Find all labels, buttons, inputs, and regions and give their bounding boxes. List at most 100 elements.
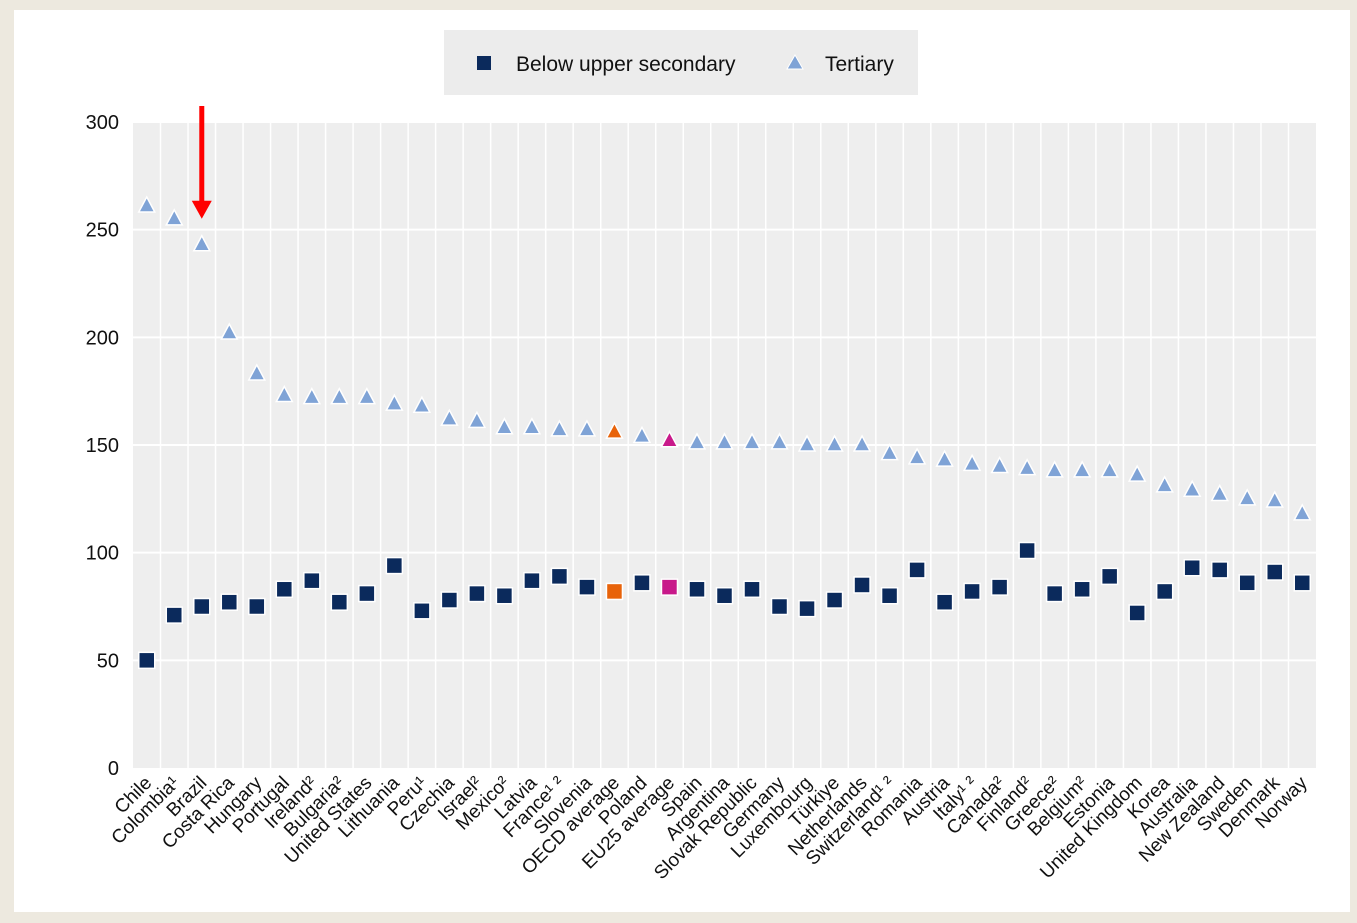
triangle-marker	[825, 434, 844, 452]
square-marker	[468, 584, 486, 603]
square-marker	[303, 571, 321, 590]
triangle-marker	[357, 387, 377, 405]
data-markers	[137, 195, 1312, 670]
triangle-marker	[1210, 483, 1229, 502]
triangle-marker	[192, 234, 212, 252]
square-marker	[880, 586, 899, 605]
square-marker	[1155, 582, 1174, 601]
triangle-marker	[880, 443, 899, 461]
triangle-marker	[990, 455, 1009, 474]
square-marker	[798, 599, 816, 618]
square-marker	[1265, 563, 1284, 581]
triangle-marker	[1127, 464, 1147, 482]
square-marker	[248, 597, 266, 616]
triangle-marker	[962, 453, 982, 472]
square-marker	[688, 580, 706, 599]
triangle-marker	[1237, 488, 1257, 506]
triangle-marker	[1155, 475, 1174, 493]
square-marker	[633, 574, 651, 592]
triangle-marker	[1292, 503, 1312, 521]
triangle-marker	[577, 419, 597, 437]
y-tick-label: 250	[86, 220, 119, 242]
square-marker	[1183, 558, 1201, 577]
square-marker	[990, 578, 1009, 596]
y-tick-label: 100	[86, 543, 119, 565]
square-marker	[825, 591, 844, 609]
triangle-marker	[632, 425, 652, 444]
triangle-marker	[220, 322, 239, 340]
square-marker	[1018, 541, 1036, 560]
chart: Below upper secondary Tertiary 0 50 100 150…	[86, 30, 1316, 884]
triangle-marker	[797, 434, 817, 452]
triangle-marker	[1045, 460, 1064, 478]
legend-label-series-1: Below upper secondary	[516, 53, 736, 76]
triangle-marker	[165, 208, 184, 226]
triangle-marker	[1265, 490, 1284, 508]
legend-box	[444, 30, 918, 95]
legend-label-series-2: Tertiary	[825, 53, 894, 76]
triangle-marker	[1017, 458, 1037, 476]
square-marker	[275, 580, 294, 599]
square-marker	[440, 591, 459, 609]
square-marker	[1045, 584, 1064, 603]
square-marker	[165, 606, 184, 624]
square-marker	[1210, 561, 1229, 579]
square-marker	[853, 576, 871, 594]
triangle-marker	[852, 434, 872, 452]
chart-card: Below upper secondary Tertiary 0 50 100 150…	[14, 10, 1350, 912]
triangle-marker	[137, 195, 157, 213]
square-marker	[358, 584, 376, 603]
triangle-marker	[907, 447, 927, 465]
triangle-marker	[550, 419, 569, 437]
square-marker	[1128, 604, 1146, 622]
square-marker	[413, 602, 431, 620]
square-marker	[935, 593, 954, 611]
triangle-marker	[440, 408, 459, 426]
triangle-marker	[742, 432, 762, 450]
square-marker	[963, 582, 981, 601]
square-marker	[550, 567, 569, 586]
square-marker	[193, 597, 211, 616]
square-marker	[908, 561, 926, 579]
annotations	[191, 106, 212, 219]
triangle-marker	[1072, 460, 1092, 478]
y-tick-label: 50	[97, 650, 119, 672]
square-marker	[743, 580, 761, 599]
square-marker	[605, 582, 624, 601]
annotation-arrow-head	[191, 200, 212, 219]
y-tick-label: 300	[86, 112, 119, 134]
triangle-marker	[715, 432, 734, 450]
triangle-marker	[302, 387, 322, 405]
triangle-marker	[330, 387, 349, 405]
y-tick-label: 0	[108, 758, 119, 780]
triangle-marker	[467, 410, 487, 429]
triangle-marker	[1182, 479, 1202, 497]
triangle-marker	[660, 430, 679, 448]
triangle-marker	[412, 395, 432, 413]
triangle-marker	[605, 421, 624, 439]
square-marker	[523, 571, 541, 590]
square-marker	[495, 586, 514, 605]
square-marker	[330, 593, 349, 611]
triangle-marker	[1100, 460, 1119, 478]
y-tick-label: 200	[86, 327, 119, 349]
square-marker	[578, 578, 596, 596]
square-marker	[1238, 574, 1256, 592]
square-marker	[715, 586, 734, 605]
square-marker	[770, 597, 789, 616]
y-tick-label: 150	[86, 435, 119, 457]
legend-triangle-marker	[786, 53, 804, 70]
triangle-marker	[385, 393, 404, 411]
triangle-marker	[687, 432, 707, 450]
triangle-marker	[275, 384, 294, 403]
triangle-marker	[935, 449, 954, 467]
square-marker	[220, 593, 239, 611]
y-axis: 0 50 100 150 200 250 300	[86, 112, 119, 780]
legend-square-marker	[477, 56, 491, 70]
grid	[133, 121, 1316, 768]
triangle-marker	[247, 363, 267, 381]
square-marker	[138, 651, 156, 670]
square-marker	[1073, 580, 1091, 599]
triangle-marker	[770, 432, 789, 450]
